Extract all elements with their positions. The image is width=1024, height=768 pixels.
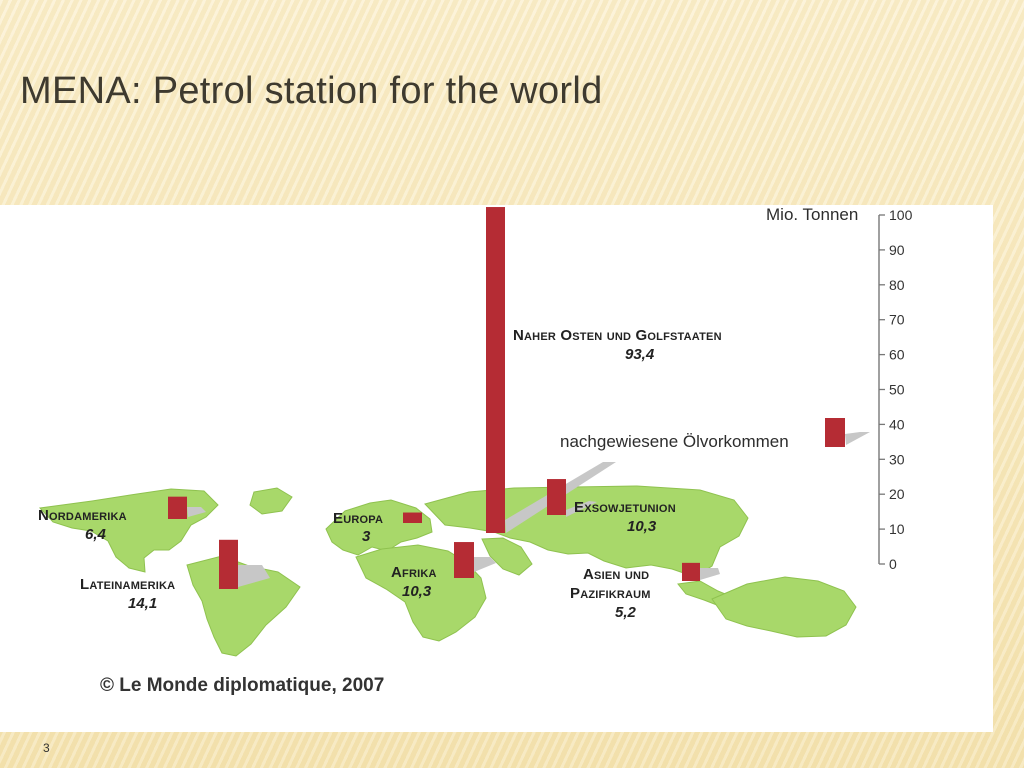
label-exsowjetunion-name: Exsowjetunion (574, 499, 676, 516)
y-tick-label-3: 30 (889, 451, 905, 467)
label-nordamerika-value: 6,4 (85, 526, 106, 543)
label-asien-value: 5,2 (615, 604, 636, 621)
legend-label: nachgewiesene Ölvorkommen (560, 432, 789, 451)
y-tick-label-10: 100 (889, 207, 913, 223)
y-tick-label-9: 90 (889, 242, 905, 258)
bar-asien-und-pazifikraum (682, 562, 700, 581)
greenland-shape (249, 487, 293, 515)
bar-afrika (454, 542, 474, 578)
bar-lateinamerika (219, 539, 238, 589)
shadow-asien (700, 568, 720, 580)
bar-europa (403, 512, 422, 523)
bar-naher-osten-und-golfstaaten (486, 207, 505, 533)
chart-bars (168, 207, 700, 589)
label-lateinamerika-name: Lateinamerika (80, 576, 176, 593)
chart-panel: 0 10 20 30 40 50 60 70 80 90 100 Mio. Tonnen nachg… (0, 205, 993, 732)
shadow-legend (845, 432, 870, 445)
label-nordamerika-name: Nordamerika (38, 507, 127, 524)
y-tick-label-4: 40 (889, 416, 905, 432)
world-map (38, 485, 857, 657)
y-tick-label-2: 20 (889, 486, 905, 502)
y-tick-label-0: 0 (889, 556, 897, 572)
y-tick-label-7: 70 (889, 312, 905, 328)
y-ticks: 0 10 20 30 40 50 60 70 80 90 100 (879, 207, 913, 572)
label-asien-name-line1: Asien und (583, 566, 650, 583)
y-tick-label-8: 80 (889, 277, 905, 293)
label-naher-osten-value: 93,4 (625, 346, 655, 363)
label-asien-name-line2: Pazifikraum (570, 585, 651, 602)
y-tick-label-5: 50 (889, 382, 905, 398)
label-afrika-name: Afrika (391, 564, 437, 581)
shadow-lateinamerika (238, 565, 270, 587)
page-number: 3 (43, 741, 50, 755)
label-naher-osten-name: Naher Osten und Golfstaaten (513, 327, 722, 344)
shadow-exsowjetunion (566, 501, 597, 517)
label-exsowjetunion-value: 10,3 (627, 518, 657, 535)
y-tick-label-1: 10 (889, 521, 905, 537)
y-axis: 0 10 20 30 40 50 60 70 80 90 100 (878, 207, 913, 572)
bar-nordamerika (168, 496, 187, 519)
y-tick-label-6: 60 (889, 347, 905, 363)
chart-credit: © Le Monde diplomatique, 2007 (100, 675, 385, 696)
oil-reserves-chart: 0 10 20 30 40 50 60 70 80 90 100 (38, 207, 913, 657)
label-lateinamerika-value: 14,1 (128, 595, 158, 612)
label-europa-name: Europa (333, 510, 384, 527)
north-america-shape (38, 488, 219, 573)
africa-shape (355, 544, 487, 642)
legend-swatch (825, 418, 845, 447)
bar-exsowjetunion (547, 479, 566, 515)
australia-shape (711, 576, 857, 638)
middle-east-shape (481, 537, 533, 576)
label-europa-value: 3 (362, 528, 371, 545)
y-axis-title: Mio. Tonnen (766, 205, 859, 224)
label-afrika-value: 10,3 (402, 583, 432, 600)
shadow-nordamerika (187, 507, 206, 517)
slide-title: MENA: Petrol station for the world (20, 70, 603, 112)
shadow-afrika (474, 557, 496, 572)
asia-shape (424, 485, 749, 578)
